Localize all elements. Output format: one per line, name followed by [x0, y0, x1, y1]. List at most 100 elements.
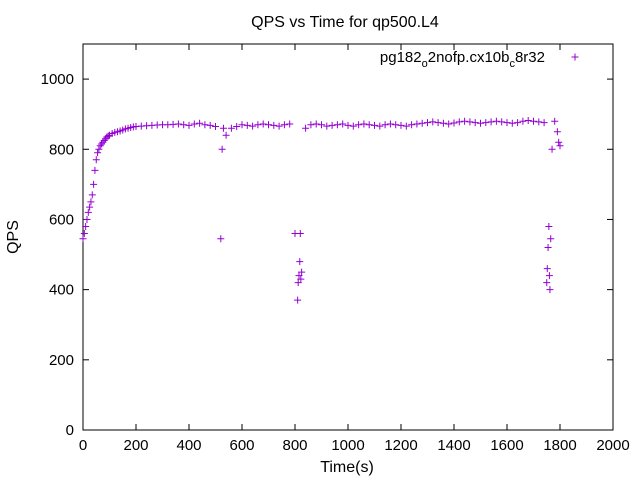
data-point — [540, 119, 548, 127]
data-point — [408, 121, 416, 129]
data-point — [439, 119, 447, 127]
data-point — [544, 244, 552, 252]
data-point — [344, 121, 352, 129]
x-axis: 0 200 400 600 800 1000 1200 1400 1600 1800 2000 — [79, 44, 630, 454]
data-point — [259, 120, 267, 128]
data-point — [254, 121, 262, 129]
legend-label-subscript-o: o — [422, 58, 428, 70]
legend-marker-symbol — [571, 53, 579, 61]
data-point — [514, 119, 522, 127]
data-point — [551, 117, 559, 125]
data-point — [270, 121, 278, 129]
x-tick-label: 200 — [123, 437, 148, 454]
data-point — [104, 132, 112, 140]
data-point — [275, 122, 283, 130]
data-point — [249, 122, 257, 130]
data-point — [180, 121, 188, 129]
data-point — [294, 296, 302, 304]
data-point — [487, 118, 495, 126]
data-point — [238, 121, 246, 129]
legend-label-part-c: 2nofp.cx10b — [428, 49, 510, 66]
data-point — [328, 121, 336, 129]
x-tick-label: 800 — [282, 437, 307, 454]
x-tick-label: 1000 — [331, 437, 364, 454]
data-point — [302, 124, 310, 132]
data-point — [413, 120, 421, 128]
data-point — [555, 138, 563, 146]
data-point — [498, 118, 506, 126]
series-points — [79, 116, 564, 304]
data-point — [530, 117, 537, 125]
data-point — [201, 121, 209, 129]
data-point — [471, 119, 479, 127]
data-point — [333, 121, 341, 129]
data-point — [355, 121, 363, 129]
data-point — [99, 138, 107, 146]
x-tick-label: 1200 — [384, 437, 417, 454]
data-point — [418, 119, 426, 127]
data-point — [298, 268, 306, 276]
data-point — [392, 121, 400, 129]
data-point — [312, 120, 320, 128]
data-point — [548, 145, 556, 153]
data-point — [92, 156, 100, 164]
data-point — [222, 131, 230, 139]
data-point — [402, 122, 410, 130]
data-point — [519, 117, 527, 125]
chart-title: QPS vs Time for qp500.L4 — [251, 14, 439, 31]
data-point — [545, 222, 553, 230]
data-point — [455, 118, 463, 126]
data-point — [386, 120, 394, 128]
y-tick-label: 1000 — [41, 71, 74, 88]
data-point — [297, 275, 305, 283]
data-point — [307, 121, 315, 129]
legend-marker — [571, 53, 579, 61]
data-point — [90, 180, 98, 188]
data-point — [185, 121, 193, 129]
data-point — [100, 137, 108, 144]
x-tick-label: 0 — [79, 437, 87, 454]
data-point — [545, 272, 553, 280]
data-point — [233, 122, 241, 130]
data-point — [94, 149, 102, 157]
data-point — [429, 118, 437, 126]
legend: pg182o2nofp.cx10bc8r32 — [380, 49, 579, 70]
y-tick-label: 0 — [66, 422, 74, 439]
data-point — [450, 119, 458, 127]
data-point — [227, 124, 235, 132]
data-point — [318, 121, 325, 129]
data-point — [82, 222, 90, 230]
data-point — [91, 166, 99, 174]
data-point — [349, 122, 357, 130]
data-point — [83, 215, 91, 223]
data-point — [265, 121, 272, 129]
data-point — [217, 235, 225, 243]
data-point — [556, 142, 564, 150]
data-point — [190, 120, 198, 128]
y-tick-label: 800 — [49, 141, 74, 158]
data-point — [360, 120, 368, 128]
data-point — [434, 119, 442, 127]
data-point — [219, 124, 227, 132]
data-point — [466, 118, 474, 126]
data-point — [508, 119, 516, 127]
data-point — [294, 279, 302, 287]
data-point — [87, 198, 95, 206]
data-point — [243, 121, 251, 129]
data-point — [196, 119, 204, 127]
data-point — [543, 265, 551, 273]
data-point — [339, 120, 347, 128]
data-point — [174, 120, 182, 128]
data-point — [295, 272, 303, 280]
data-point — [96, 142, 104, 150]
legend-label-part-e: 8r32 — [515, 49, 545, 66]
data-point — [424, 119, 431, 127]
x-tick-label: 2000 — [596, 437, 629, 454]
plot-frame — [82, 43, 614, 431]
data-point — [492, 117, 500, 125]
data-point — [547, 235, 555, 243]
data-point — [218, 145, 226, 153]
legend-label: pg182o2nofp.cx10bc8r32 — [380, 49, 545, 70]
data-point — [323, 122, 331, 130]
